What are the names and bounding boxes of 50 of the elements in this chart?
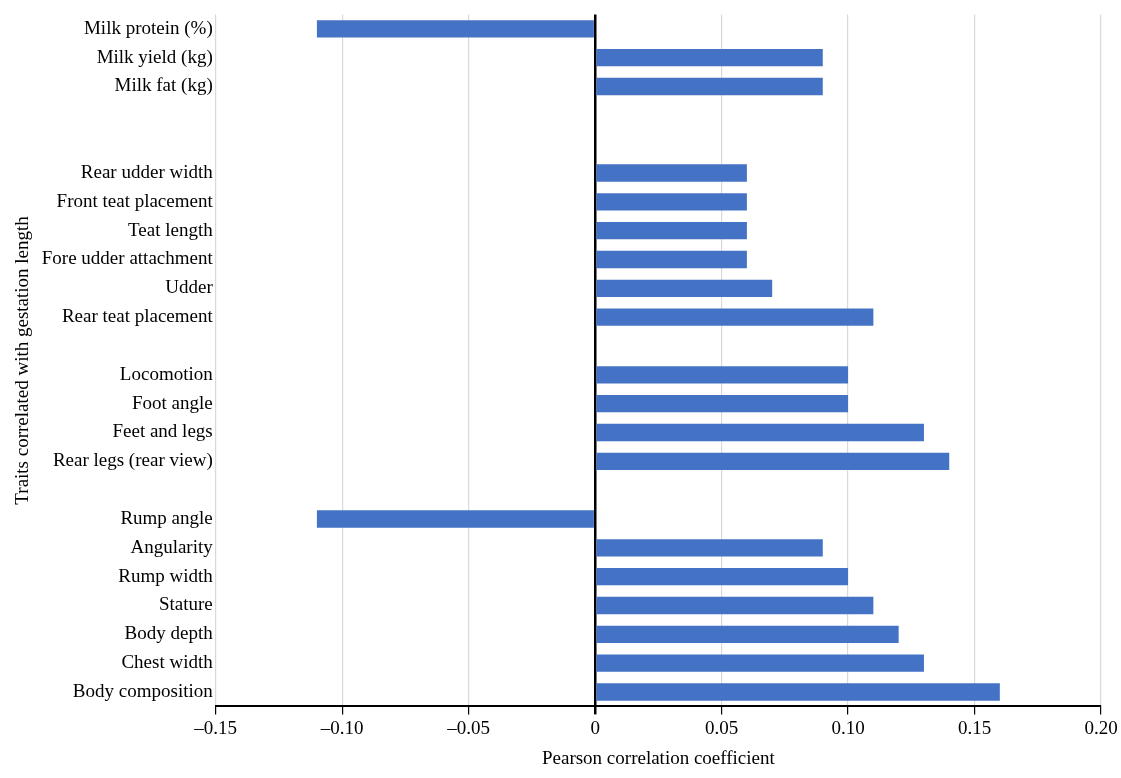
- y-axis-title: Traits correlated with gestation length: [11, 215, 33, 505]
- y-tick-label: Rear legs (rear view): [52, 449, 213, 472]
- bar: [596, 308, 874, 326]
- x-tick-label: –0.10: [319, 716, 364, 738]
- bar: [596, 683, 1000, 701]
- y-tick-label: Rump width: [118, 564, 214, 586]
- x-tick-label: 0.05: [704, 716, 739, 738]
- y-tick-label: Teat length: [128, 218, 214, 240]
- x-tick-label: 0.10: [831, 716, 865, 738]
- bar: [596, 193, 747, 211]
- bar: [316, 20, 594, 38]
- x-tick-label: –0.05: [446, 716, 491, 738]
- y-tick-label: Rear teat placement: [61, 305, 214, 327]
- y-tick-label: Feet and legs: [112, 420, 213, 442]
- y-tick-label: Chest width: [121, 651, 214, 673]
- x-tick-label: 0.20: [1084, 716, 1118, 738]
- bar: [596, 539, 823, 557]
- bar: [596, 568, 849, 586]
- y-tick-label: Milk yield (kg): [96, 45, 213, 68]
- y-tick-label: Fore udder attachment: [41, 247, 214, 269]
- y-tick-label: Milk fat (kg): [114, 74, 213, 97]
- x-tick-label: 0: [590, 716, 600, 738]
- y-tick-label: Rump angle: [120, 506, 213, 528]
- y-tick-label: Stature: [158, 593, 213, 615]
- bar: [596, 654, 924, 672]
- bar: [596, 49, 823, 67]
- bar: [596, 423, 924, 442]
- y-tick-label: Udder: [165, 276, 214, 298]
- bar: [316, 510, 594, 528]
- x-tick-label: –0.15: [193, 716, 238, 738]
- y-tick-label: Locomotion: [119, 362, 214, 384]
- y-tick-label: Body composition: [72, 679, 214, 701]
- y-tick-label: Rear udder width: [80, 160, 214, 182]
- bar: [596, 279, 773, 297]
- y-tick-label: Foot angle: [131, 391, 213, 413]
- x-axis-title: Pearson correlation coefficient: [541, 746, 776, 768]
- bar: [596, 222, 747, 240]
- bar: [596, 366, 849, 384]
- y-tick-label: Body depth: [124, 622, 214, 644]
- y-tick-label: Front teat placement: [56, 189, 214, 211]
- bar: [596, 395, 849, 413]
- y-tick-label: Angularity: [130, 535, 214, 557]
- bar: [596, 452, 950, 470]
- bar: [596, 164, 747, 182]
- bar: [596, 77, 823, 96]
- x-tick-label: 0.15: [957, 716, 992, 738]
- y-tick-label: Milk protein (%): [83, 16, 213, 39]
- bar: [596, 250, 747, 269]
- bar: [596, 625, 899, 643]
- bar: [596, 596, 874, 615]
